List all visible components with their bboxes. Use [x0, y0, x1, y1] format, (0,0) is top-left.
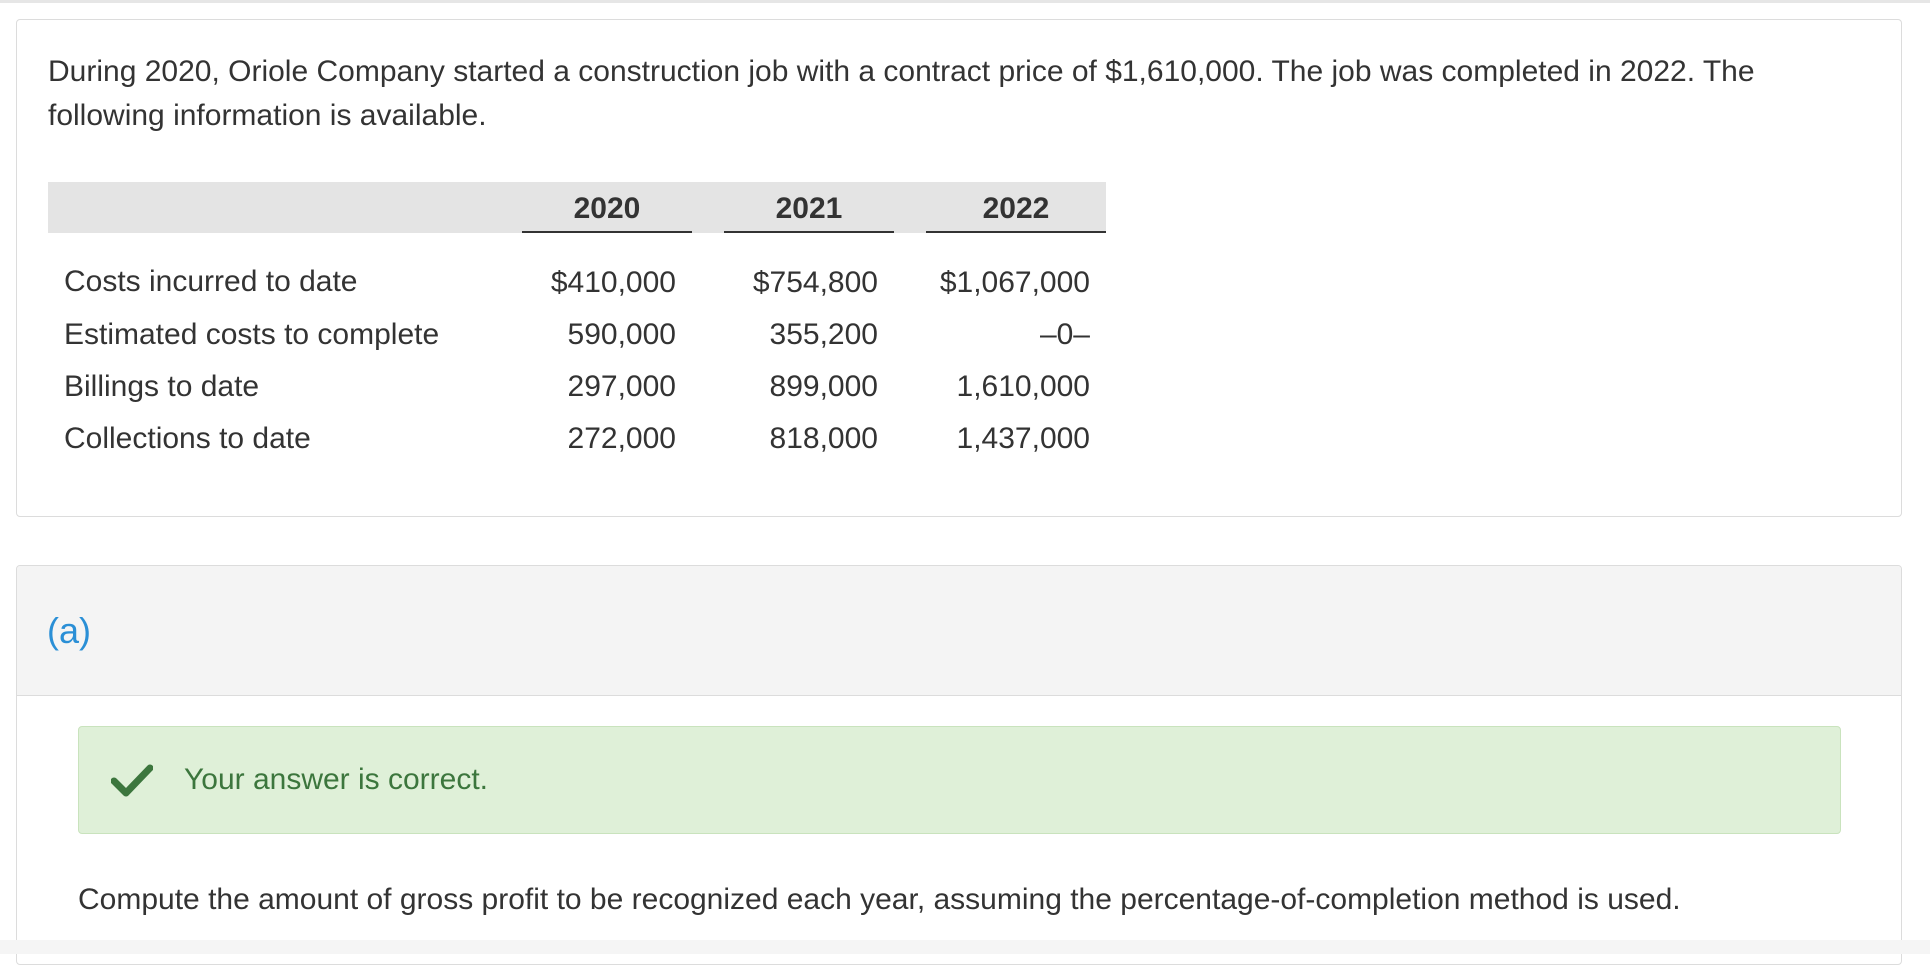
check-icon [110, 763, 154, 797]
cell-billings-2020: 297,000 [567, 370, 676, 403]
part-label: (a) [47, 610, 91, 651]
table-header-row [48, 182, 1106, 233]
row-label-billings: Billings to date [64, 370, 260, 403]
cell-estimated-costs-2021: 355,200 [769, 318, 878, 351]
part-a-card: (a) Your answer is correct. Compute the … [16, 565, 1902, 965]
top-divider [0, 0, 1930, 3]
row-label-collections: Collections to date [64, 422, 311, 455]
column-header-2020: 2020 [522, 182, 692, 233]
cell-collections-2021: 818,000 [769, 422, 878, 455]
column-header-2022: 2022 [926, 182, 1106, 233]
cell-collections-2020: 272,000 [567, 422, 676, 455]
cell-costs-incurred-2021: $754,800 [752, 266, 878, 299]
cell-estimated-costs-2022: –0– [1039, 318, 1090, 351]
cell-billings-2022: 1,610,000 [956, 370, 1090, 403]
cell-costs-incurred-2022: $1,067,000 [939, 266, 1090, 299]
cost-data-table: 2020 2021 2022 Costs incurred to date $4… [48, 182, 1108, 455]
row-label-estimated-costs: Estimated costs to complete [64, 318, 440, 351]
problem-card: During 2020, Oriole Company started a co… [16, 19, 1902, 517]
cell-billings-2021: 899,000 [769, 370, 878, 403]
cell-estimated-costs-2020: 590,000 [567, 318, 676, 351]
question-instruction: Compute the amount of gross profit to be… [78, 883, 1681, 916]
page-bottom-edge [0, 940, 1930, 954]
cell-costs-incurred-2020: $410,000 [550, 266, 676, 299]
cell-collections-2022: 1,437,000 [956, 422, 1090, 455]
correct-answer-alert: Your answer is correct. [78, 726, 1841, 834]
problem-intro: During 2020, Oriole Company started a co… [48, 55, 1755, 132]
row-label-costs-incurred: Costs incurred to date [64, 265, 358, 298]
column-header-2021: 2021 [724, 182, 894, 233]
part-a-header[interactable]: (a) [17, 566, 1901, 696]
feedback-message: Your answer is correct. [184, 763, 489, 796]
